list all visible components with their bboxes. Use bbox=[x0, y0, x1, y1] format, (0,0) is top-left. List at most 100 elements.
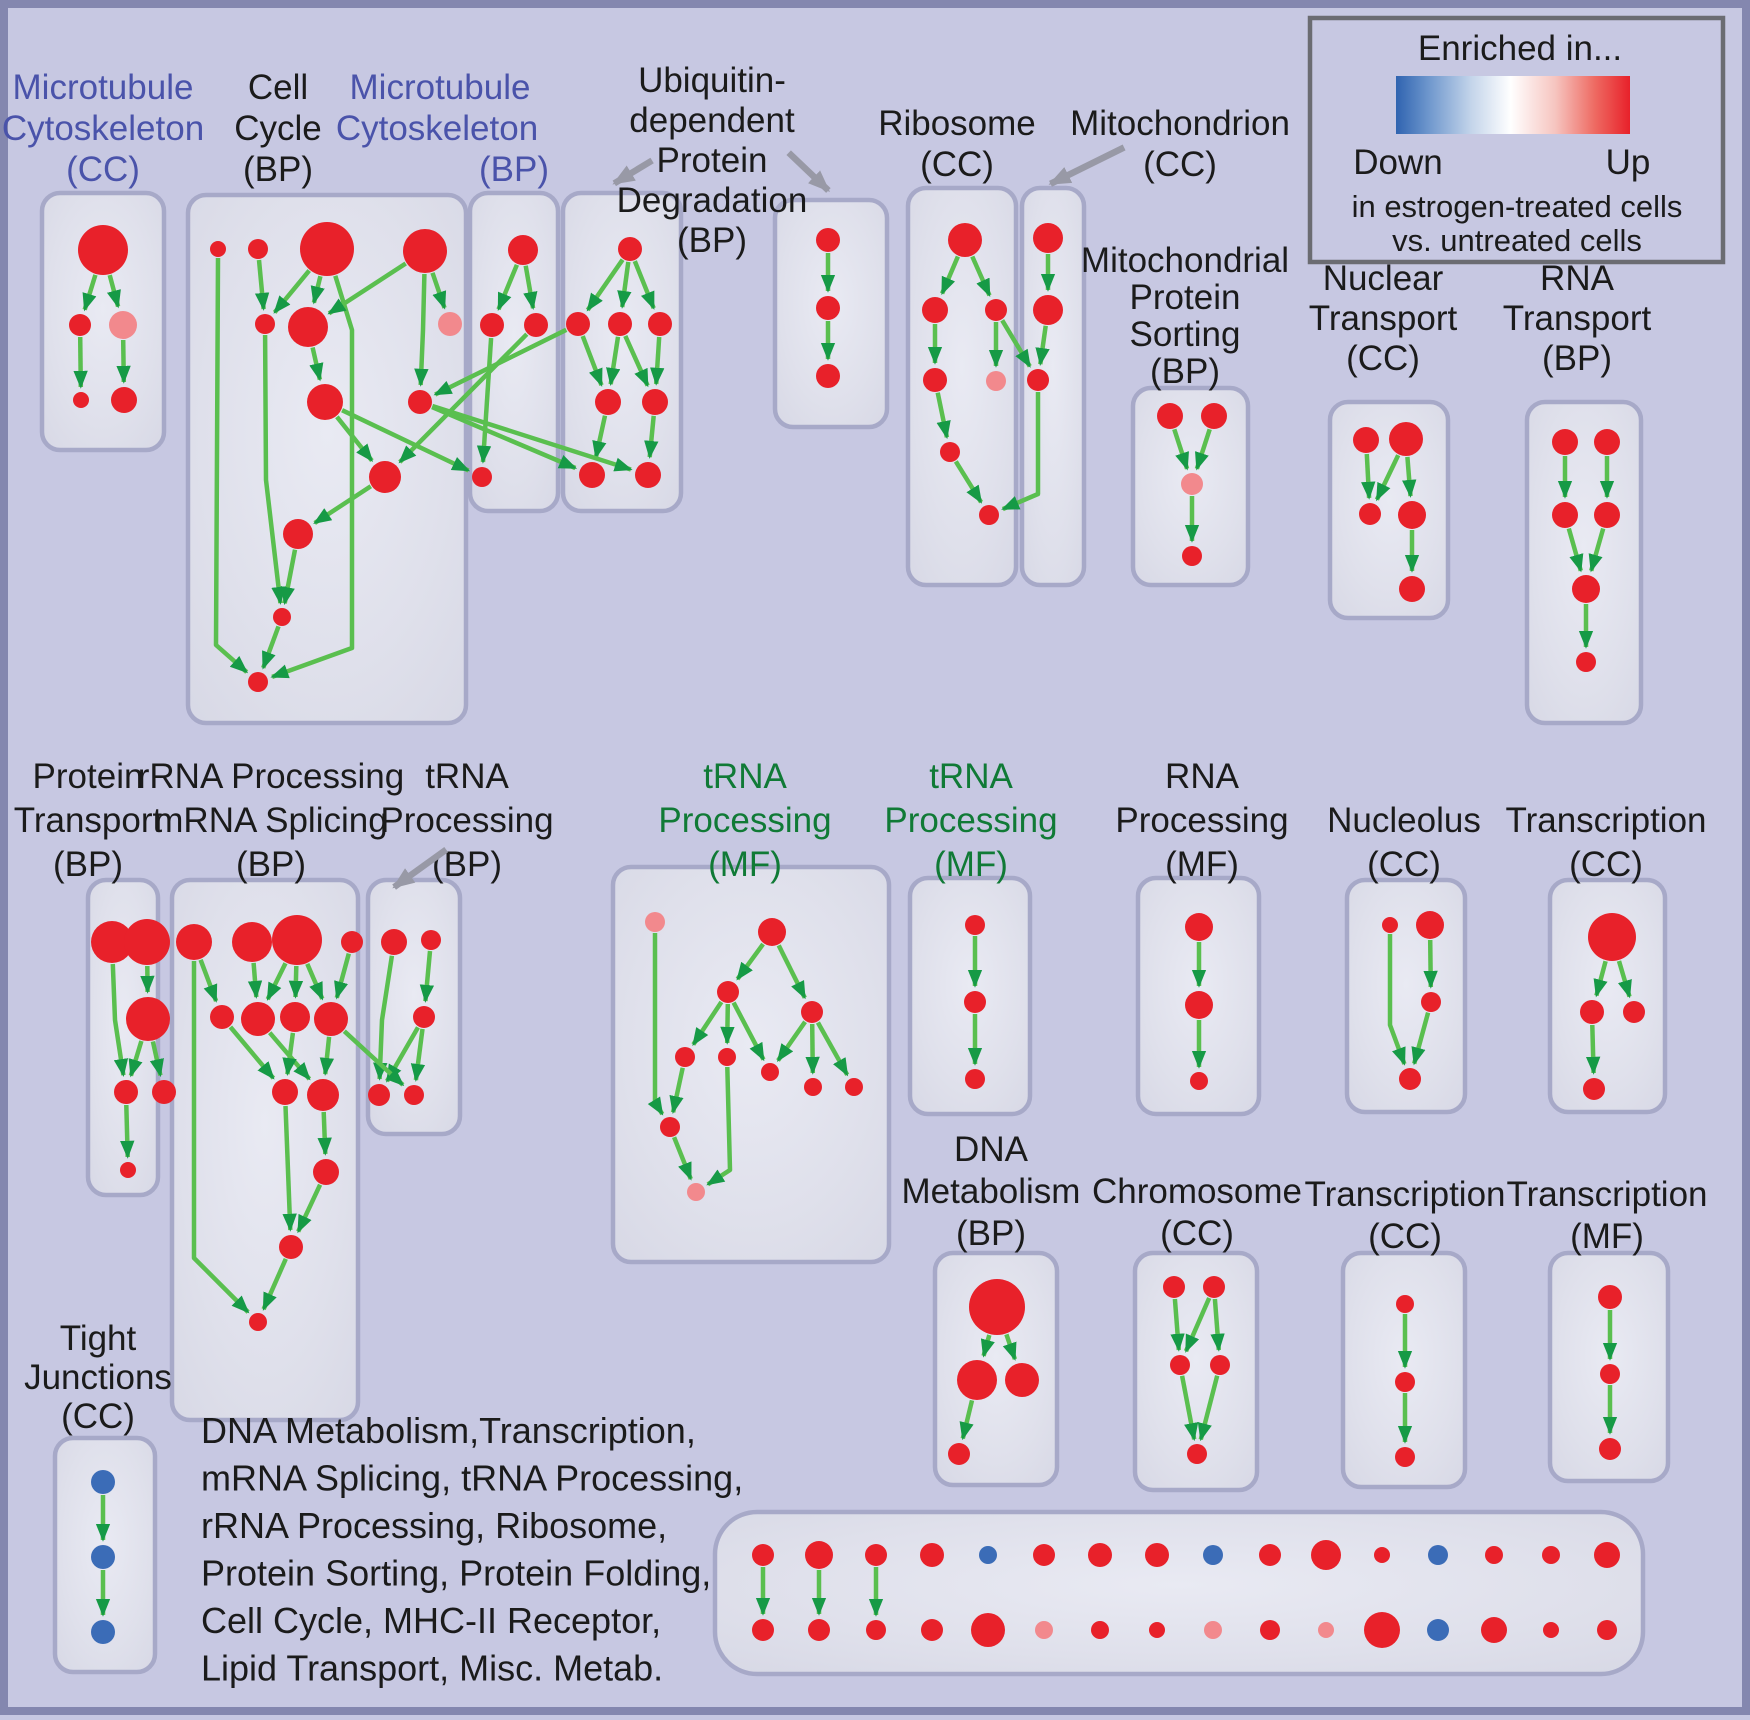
gene-node bbox=[1389, 422, 1423, 456]
gene-node bbox=[248, 239, 268, 259]
gene-node bbox=[210, 1005, 234, 1029]
gene-node bbox=[1382, 917, 1398, 933]
cluster-label-transcription-mf: (MF) bbox=[1570, 1217, 1644, 1256]
cluster-label-microtubule-cc: Cytoskeleton bbox=[2, 109, 204, 148]
gene-node bbox=[69, 314, 91, 336]
cluster-label-ribosome: Ribosome bbox=[878, 104, 1036, 143]
gene-node bbox=[408, 390, 432, 414]
cluster-label-nuclear-transport: Nuclear bbox=[1323, 259, 1444, 298]
gene-node bbox=[126, 997, 170, 1041]
gene-node bbox=[948, 1443, 970, 1465]
gene-node bbox=[965, 915, 985, 935]
gene-node bbox=[124, 919, 170, 965]
gene-node bbox=[922, 297, 948, 323]
cluster-label-trna-processing-bp: Processing bbox=[380, 801, 553, 840]
gene-node bbox=[480, 313, 504, 337]
cluster-box-rna-transport bbox=[1527, 402, 1641, 723]
cluster-label-tight-junctions: (CC) bbox=[61, 1397, 135, 1436]
gene-node bbox=[1416, 911, 1444, 939]
cluster-label-transcription-cc-lower: Transcription bbox=[1305, 1175, 1506, 1214]
gene-node bbox=[1552, 429, 1578, 455]
gene-node bbox=[1005, 1363, 1039, 1397]
gene-node bbox=[404, 1085, 424, 1105]
gene-node bbox=[381, 929, 407, 955]
gene-node bbox=[718, 1048, 736, 1066]
gene-node bbox=[1427, 1619, 1449, 1641]
gene-node bbox=[272, 1079, 298, 1105]
gene-node bbox=[1485, 1546, 1503, 1564]
gene-node bbox=[1594, 429, 1620, 455]
cluster-label-ubiquitin-degradation: Degradation bbox=[617, 181, 808, 220]
edge-arrow bbox=[324, 1112, 326, 1154]
gene-node bbox=[283, 519, 313, 549]
cluster-label-mito-protein-sorting: (BP) bbox=[1150, 352, 1220, 391]
gene-node bbox=[660, 1117, 680, 1137]
cluster-label-rna-transport: RNA bbox=[1540, 259, 1615, 298]
cluster-label-mitochondrion: (CC) bbox=[1143, 145, 1217, 184]
cluster-label-trna-processing-mf-large: tRNA bbox=[703, 757, 787, 796]
gene-node bbox=[1033, 1544, 1055, 1566]
gene-node bbox=[78, 225, 128, 275]
misc-note-line: Cell Cycle, MHC-II Receptor, bbox=[201, 1600, 661, 1641]
gene-node bbox=[1374, 1547, 1390, 1563]
cluster-label-transcription-cc-lower: (CC) bbox=[1368, 1217, 1442, 1256]
cluster-label-protein-transport: (BP) bbox=[53, 845, 123, 884]
gene-node bbox=[566, 312, 590, 336]
gene-node bbox=[307, 384, 343, 420]
gene-node bbox=[687, 1183, 705, 1201]
gene-node bbox=[369, 461, 401, 493]
cluster-label-mito-protein-sorting: Protein bbox=[1130, 278, 1241, 317]
gene-node bbox=[801, 1001, 823, 1023]
gene-node bbox=[241, 1002, 275, 1036]
gene-node bbox=[413, 1006, 435, 1028]
gene-node bbox=[341, 931, 363, 953]
misc-note-line: rRNA Processing, Ribosome, bbox=[201, 1505, 667, 1546]
gene-node bbox=[979, 505, 999, 525]
gene-node bbox=[948, 223, 982, 257]
gene-node bbox=[1170, 1355, 1190, 1375]
gene-node bbox=[472, 467, 492, 487]
gene-node bbox=[1583, 1078, 1605, 1100]
cluster-label-cell-cycle: (BP) bbox=[243, 150, 313, 189]
cluster-label-chromosome: Chromosome bbox=[1092, 1172, 1302, 1211]
cluster-label-microtubule-cc: Microtubule bbox=[13, 68, 194, 107]
cluster-label-nucleolus: (CC) bbox=[1367, 845, 1441, 884]
edge-arrow bbox=[126, 1105, 127, 1157]
cluster-label-dna-metabolism: Metabolism bbox=[902, 1172, 1081, 1211]
gene-node bbox=[313, 1159, 339, 1185]
gene-node bbox=[1033, 223, 1063, 253]
edge-arrow bbox=[1592, 1025, 1593, 1073]
cluster-label-tight-junctions: Tight bbox=[60, 1319, 137, 1358]
gene-node bbox=[940, 442, 960, 462]
edge-arrow bbox=[1430, 940, 1431, 987]
gene-node bbox=[1259, 1544, 1281, 1566]
gene-node bbox=[1396, 1295, 1414, 1313]
cluster-label-ubiquitin-degradation: dependent bbox=[629, 101, 795, 140]
gene-node bbox=[1163, 1276, 1185, 1298]
cluster-label-cell-cycle: Cell bbox=[248, 68, 308, 107]
gene-node bbox=[804, 1078, 822, 1096]
cluster-label-rna-processing-mf: (MF) bbox=[1165, 845, 1239, 884]
gene-node bbox=[1203, 1276, 1225, 1298]
gene-node bbox=[865, 1544, 887, 1566]
gene-node bbox=[645, 912, 665, 932]
cluster-label-transcription-mf: Transcription bbox=[1507, 1175, 1708, 1214]
cluster-label-dna-metabolism: (BP) bbox=[956, 1214, 1026, 1253]
cluster-label-mitochondrion: Mitochondrion bbox=[1070, 104, 1290, 143]
cluster-label-rrna-processing-mrna-splicing: (BP) bbox=[236, 845, 306, 884]
edge-arrow bbox=[254, 963, 257, 997]
cluster-label-microtubule-bp: Cytoskeleton bbox=[336, 109, 538, 148]
gene-node bbox=[1552, 502, 1578, 528]
cluster-label-transcription-cc-upper: (CC) bbox=[1569, 845, 1643, 884]
gene-node bbox=[255, 314, 275, 334]
gene-node bbox=[232, 922, 272, 962]
edge-arrow bbox=[812, 1024, 813, 1073]
gene-node bbox=[152, 1080, 176, 1104]
cluster-label-microtubule-bp: Microtubule bbox=[350, 68, 531, 107]
gene-node bbox=[288, 307, 328, 347]
gene-node bbox=[1260, 1620, 1280, 1640]
gene-node bbox=[964, 991, 986, 1013]
legend-up-label: Up bbox=[1606, 143, 1651, 182]
gene-node bbox=[1185, 913, 1213, 941]
cluster-label-ubiquitin-degradation: (BP) bbox=[677, 221, 747, 260]
